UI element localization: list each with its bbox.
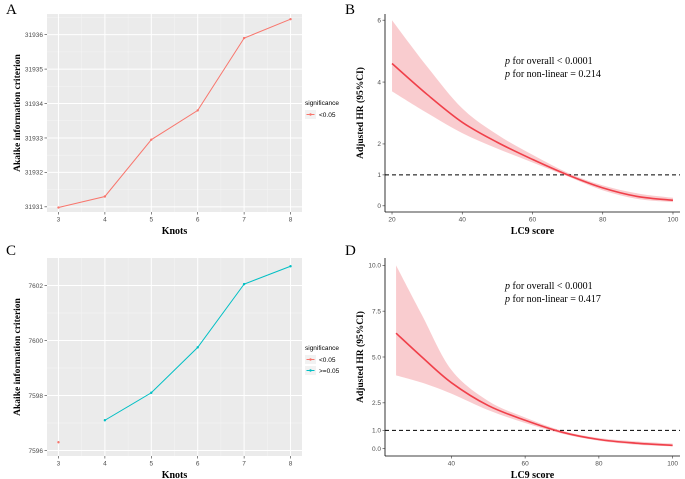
x-tick-label: 20: [388, 217, 396, 224]
data-point: [57, 206, 60, 209]
data-point: [57, 441, 60, 444]
data-point: [289, 265, 292, 268]
panel-label-b: B: [345, 2, 355, 18]
x-tick-label: 4: [103, 461, 107, 468]
y-tick-label: 1: [377, 172, 381, 179]
data-point: [103, 419, 107, 422]
x-tick-label: 7: [242, 217, 246, 224]
data-point: [242, 282, 246, 286]
y-tick-label: 4: [377, 79, 381, 86]
x-tick-label: 40: [448, 461, 456, 468]
y-tick-label: 0.0: [372, 446, 381, 453]
y-tick-label: 7598: [29, 393, 44, 400]
data-point: [150, 138, 153, 141]
data-point: [196, 109, 199, 112]
panel-label-c: C: [6, 243, 16, 259]
y-tick-label: 31933: [25, 135, 43, 142]
x-axis-title: LC9 score: [511, 470, 555, 479]
y-axis-title: Akaike information criterion: [13, 53, 23, 171]
y-tick-label: 5.0: [372, 354, 381, 361]
legend-label: <0.05: [319, 112, 336, 119]
confidence-band: [396, 265, 673, 447]
p-text: for overall < 0.0001: [510, 281, 593, 292]
x-tick-label: 40: [459, 217, 467, 224]
x-axis-title: Knots: [162, 470, 188, 479]
y-tick-label: 31935: [25, 66, 43, 73]
data-point: [103, 195, 107, 198]
y-axis-title: Akaike information criterion: [13, 297, 23, 415]
data-point: [196, 346, 199, 349]
chart-panel-c: 7596 7598 7600 7602 3 4 5 6 7 8 significance <0.05 >…: [13, 258, 340, 479]
p-text: for non-linear = 0.214: [510, 69, 601, 80]
y-tick-label: 0: [377, 203, 381, 210]
p-text: for non-linear = 0.417: [510, 294, 601, 305]
hr-curve: [391, 62, 674, 202]
y-tick-label: 31936: [25, 32, 43, 39]
legend-key-point: [309, 113, 312, 116]
x-tick-label: 8: [289, 217, 293, 224]
y-tick-label: 31932: [25, 170, 43, 177]
panel-label-a: A: [6, 2, 17, 18]
p-value-annotation: p for overall < 0.0001: [504, 56, 593, 67]
y-tick-label: 7600: [29, 338, 44, 345]
p-italic: p: [504, 281, 510, 292]
x-tick-label: 6: [196, 461, 200, 468]
x-tick-label: 4: [103, 217, 107, 224]
p-text: for overall < 0.0001: [510, 56, 593, 67]
x-tick-label: 6: [196, 217, 200, 224]
panel-label-d: D: [345, 243, 356, 259]
x-tick-label: 8: [289, 461, 293, 468]
y-tick-label: 7596: [29, 448, 44, 455]
p-value-annotation: p for overall < 0.0001: [504, 281, 593, 292]
y-tick-label: 2: [377, 141, 381, 148]
y-tick-label: 7602: [29, 283, 44, 290]
x-tick-label: 3: [57, 217, 61, 224]
x-tick-label: 80: [595, 461, 603, 468]
legend-key-point: [309, 358, 312, 361]
chart-panel-a: 31931 31932 31933 31934 31935 31936 3 4 5 6 7 8 sign…: [13, 14, 339, 237]
x-tick-label: 100: [668, 217, 679, 224]
legend-title: significance: [305, 345, 339, 352]
y-tick-label: 1.0: [372, 428, 381, 435]
p-italic: p: [504, 294, 510, 305]
y-tick-label: 10.0: [368, 263, 381, 270]
legend-label: >=0.05: [319, 368, 340, 375]
x-axis-title: LC9 score: [511, 226, 555, 237]
x-tick-label: 5: [149, 461, 153, 468]
data-point: [289, 17, 292, 21]
p-italic: p: [504, 56, 510, 67]
y-tick-label: 7.5: [372, 308, 381, 315]
y-tick-label: 6: [377, 17, 381, 24]
y-tick-label: 31931: [25, 204, 43, 211]
legend-label: <0.05: [319, 357, 336, 364]
hr-curve: [395, 332, 673, 447]
x-tick-label: 60: [529, 217, 537, 224]
x-tick-label: 7: [242, 461, 246, 468]
data-point: [242, 36, 246, 40]
y-tick-label: 31934: [25, 101, 43, 108]
y-tick-label: 2.5: [372, 400, 381, 407]
x-tick-label: 5: [149, 217, 153, 224]
data-point: [150, 391, 153, 394]
legend-key-point: [309, 369, 312, 372]
p-italic: p: [504, 69, 510, 80]
p-value-annotation: p for non-linear = 0.214: [504, 69, 601, 80]
x-tick-label: 80: [599, 217, 607, 224]
series-line-0: [58, 18, 291, 209]
legend-title: significance: [305, 100, 339, 107]
x-tick-label: 100: [667, 461, 678, 468]
y-axis-title: Adjusted HR (95%CI): [355, 67, 366, 159]
x-tick-label: 3: [57, 461, 61, 468]
x-axis-title: Knots: [162, 226, 188, 237]
chart-panel-d: 0.0 1.0 2.5 5.0 7.5 10.0 40 60 80 100 p for overal…: [355, 258, 680, 479]
x-tick-label: 60: [522, 461, 530, 468]
y-axis-title: Adjusted HR (95%CI): [355, 311, 366, 403]
p-value-annotation: p for non-linear = 0.417: [504, 294, 601, 305]
